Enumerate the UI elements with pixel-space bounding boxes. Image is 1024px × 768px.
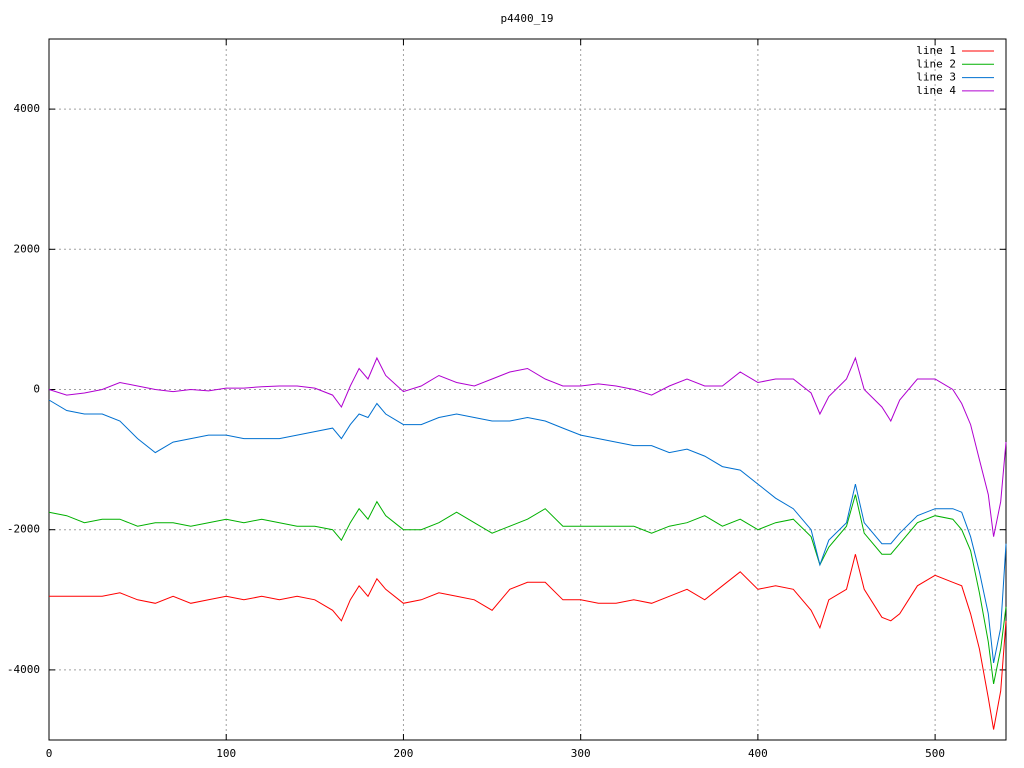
y-tick-label: 0 xyxy=(33,383,40,396)
legend-label: line 3 xyxy=(916,71,956,84)
data-line xyxy=(49,554,1007,730)
x-tick-label: 300 xyxy=(571,747,591,760)
y-tick-label: -2000 xyxy=(7,523,40,536)
x-tick-label: 400 xyxy=(748,747,768,760)
x-tick-label: 100 xyxy=(216,747,236,760)
legend-label: line 1 xyxy=(916,44,956,57)
y-tick-label: 4000 xyxy=(14,102,41,115)
data-line xyxy=(48,494,1007,684)
chart-title: p4400_19 xyxy=(501,12,554,25)
y-tick-label: 2000 xyxy=(14,242,41,255)
data-line xyxy=(48,356,1007,537)
x-tick-label: 500 xyxy=(925,747,945,760)
legend-label: line 4 xyxy=(916,84,956,97)
x-tick-label: 200 xyxy=(394,747,414,760)
data-line xyxy=(48,399,1007,663)
y-tick-label: -4000 xyxy=(7,663,40,676)
x-tick-label: 0 xyxy=(46,747,53,760)
legend-label: line 2 xyxy=(916,57,956,70)
